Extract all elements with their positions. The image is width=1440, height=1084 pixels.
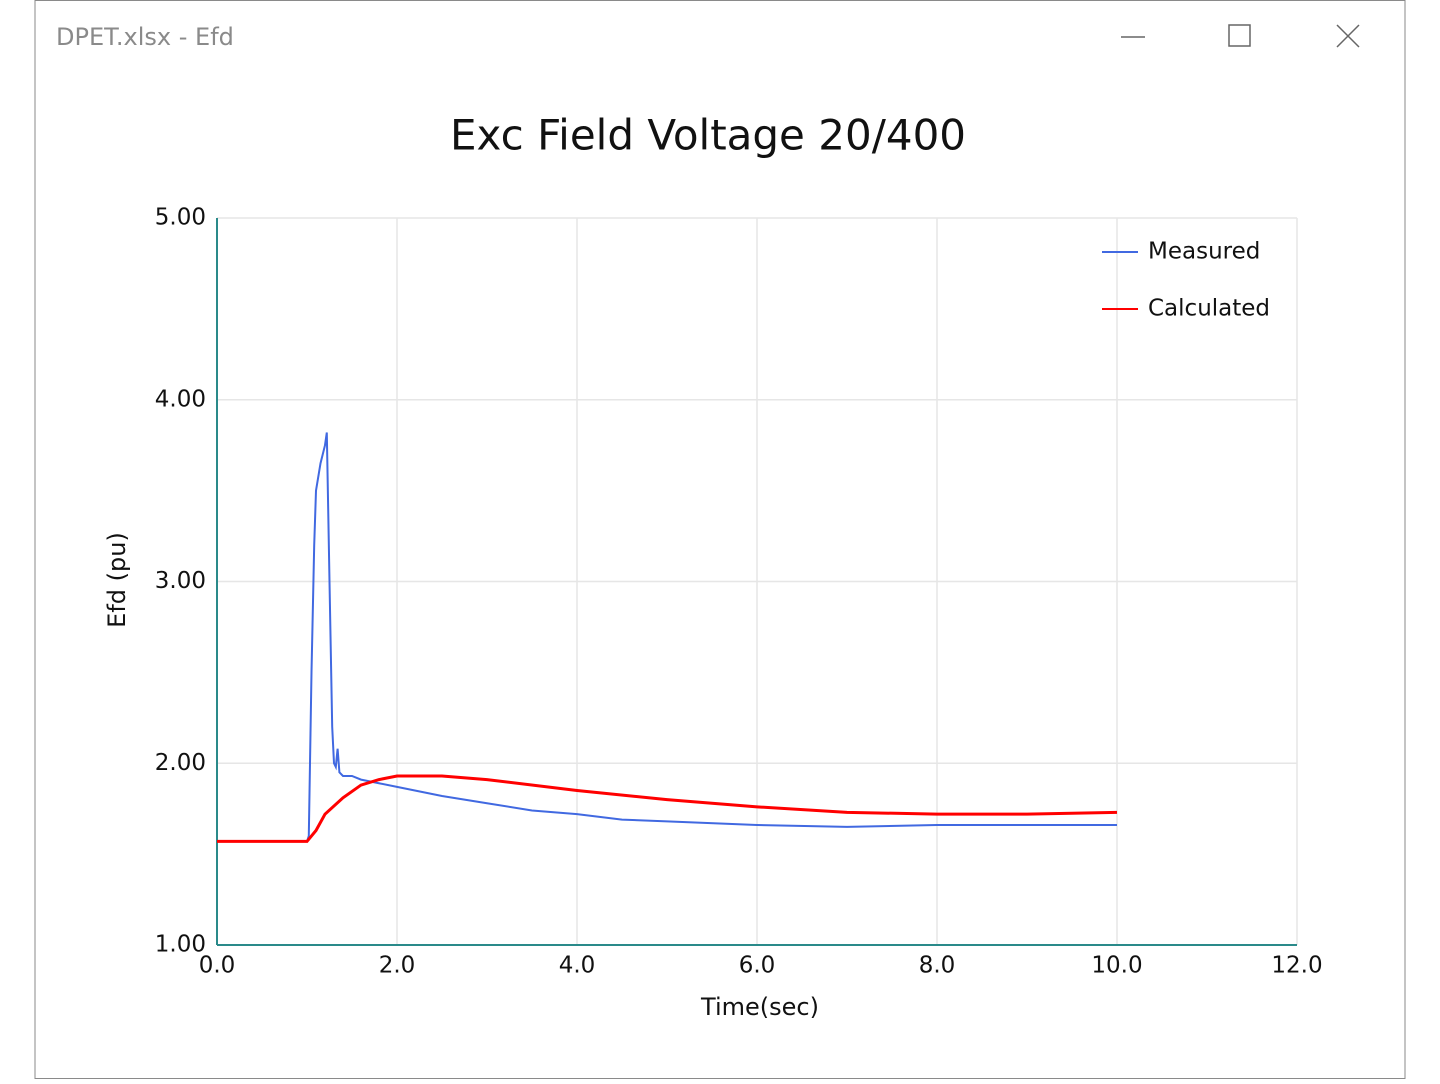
data-line (217, 774, 1118, 843)
x-tick-label: 12.0 (1271, 953, 1322, 979)
y-axis-label: Efd (pu) (103, 532, 131, 628)
y-tick-label: 5.00 (155, 205, 206, 231)
window-title: DPET.xlsx - Efd (56, 23, 234, 51)
x-tick-label: 0.0 (199, 953, 236, 979)
x-tick-label: 6.0 (739, 953, 776, 979)
chart-title: Exc Field Voltage 20/400 (450, 111, 966, 160)
x-tick-label: 10.0 (1091, 953, 1142, 979)
x-tick-label: 8.0 (919, 953, 956, 979)
window-frame (34, 0, 1406, 1079)
legend-label: Measured (1148, 239, 1260, 265)
y-tick-label: 4.00 (155, 386, 206, 412)
x-tick-label: 4.0 (559, 953, 596, 979)
x-axis-label: Time(sec) (700, 993, 819, 1021)
data-line (217, 432, 1117, 843)
y-tick-label: 1.00 (155, 932, 206, 958)
maximize-button[interactable] (1228, 24, 1251, 47)
x-tick-label: 2.0 (379, 953, 416, 979)
y-tick-label: 2.00 (155, 750, 206, 776)
y-tick-label: 3.00 (155, 568, 206, 594)
legend-label: Calculated (1148, 296, 1270, 322)
close-button[interactable] (1336, 24, 1360, 48)
